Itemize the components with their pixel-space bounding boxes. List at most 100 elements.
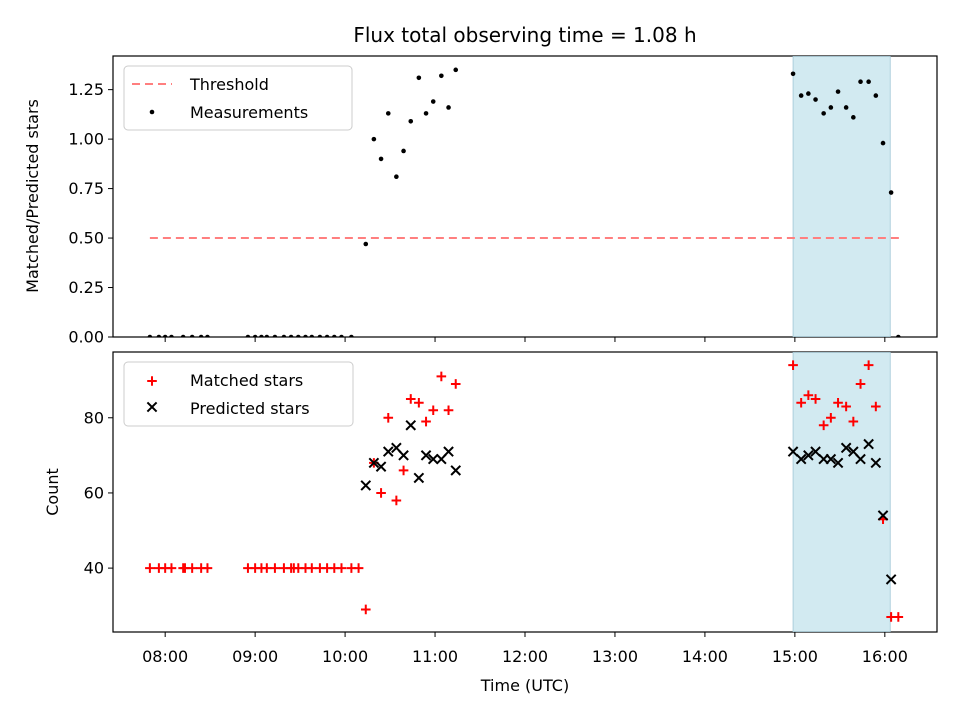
bottom-panel: 40 60 80 08:00 09:00 10:00 11:00 12:00 13:00 14:0… [43,351,938,666]
legend-predicted-swatch [146,401,158,413]
matched-star-point [818,420,829,431]
measurement-point [162,334,168,337]
predicted-star-point [360,480,372,491]
matched-star-point [863,360,874,370]
measurement-point [866,79,871,85]
predicted-star-point [382,446,394,457]
measurement-point [198,334,204,337]
matched-star-point [428,405,439,416]
predicted-star-point [368,457,380,469]
legend-measurements-swatch [149,109,155,115]
measurement-point [880,140,886,146]
matched-star-point [398,465,409,476]
top-panel: 0.00 0.25 0.50 0.75 1.00 1.25 Matched/Predict… [23,55,938,347]
measurement-point [873,93,879,98]
matched-star-point [833,397,843,408]
measurement-point [324,334,330,337]
predicted-star-point [825,453,837,465]
measurement-point [835,89,841,94]
matched-star-point [187,563,197,573]
measurement-point [317,334,323,337]
x-tick-label: 10:00 [322,647,368,666]
matched-star-point [848,416,859,427]
top-plot-area [147,56,901,337]
x-tick-label: 09:00 [232,647,278,666]
measurement-point [446,105,451,110]
measurement-point [296,334,301,337]
matched-star-point [810,394,821,404]
matched-star-point [262,563,272,573]
matched-star-point [391,495,402,506]
predicted-star-point [450,465,462,476]
top-legend-label-1: Measurements [190,103,308,122]
matched-star-point [353,563,364,573]
measurement-point [453,67,459,73]
matched-star-point [450,379,461,389]
x-tick-label: 15:00 [772,647,818,666]
top-y-tick-label: 0.00 [68,328,104,347]
top-y-tick-label: 1.25 [68,80,104,99]
predicted-star-point [443,446,454,457]
top-y-tick-label: 1.00 [68,130,104,149]
x-tick-label: 16:00 [862,647,908,666]
matched-star-point [841,401,851,412]
top-y-tick-label: 0.50 [68,229,104,248]
predicted-star-point [832,457,844,469]
top-legend-box [123,65,353,131]
matched-star-point [796,397,806,408]
measurement-point [169,334,174,337]
matched-star-point [270,563,280,573]
measurement-point [339,334,344,337]
predicted-star-point [795,453,807,465]
legend-matched-swatch [147,376,157,386]
measurement-point [264,334,270,337]
measurement-point [371,136,377,142]
top-legend-label-0: Threshold [189,75,269,94]
predicted-star-point [420,450,432,461]
top-legend: Threshold Measurements [123,65,353,131]
measurement-point [821,111,826,116]
matched-star-point [202,563,213,573]
bottom-y-tick-label: 60 [84,483,104,502]
predicted-star-point [398,450,409,461]
matched-star-point [145,563,155,573]
measurement-point [790,71,796,77]
bottom-y-axis-label: Count [43,468,62,516]
matched-star-point [436,371,447,382]
matched-star-point [383,412,394,423]
measurement-point [408,119,414,124]
x-tick-label: 13:00 [592,647,638,666]
measurement-point [272,334,278,337]
predicted-star-point [375,461,387,472]
predicted-star-point [877,510,889,521]
matched-star-point [166,563,177,573]
predicted-star-point [427,453,439,465]
x-tick-label: 14:00 [682,647,728,666]
predicted-star-point [787,446,799,457]
predicted-star-point [855,453,866,465]
bottom-y-tick-label: 40 [84,559,104,578]
measurement-point [394,174,399,180]
top-y-tick-label: 0.25 [68,278,104,297]
measurement-point [309,334,315,337]
bottom-legend-label-0: Matched stars [190,371,303,390]
matched-star-point [336,563,347,573]
predicted-star-point [810,446,821,457]
measurement-point [439,73,444,79]
measurement-point [416,75,422,81]
matched-star-point [360,604,371,615]
matched-star-point [826,412,836,423]
measurement-point [281,334,287,337]
measurement-point [349,334,354,337]
measurement-point [430,99,436,104]
measurement-point [259,334,264,337]
measurement-point [888,190,894,195]
predicted-star-point [840,442,852,454]
measurement-point [156,334,162,337]
matched-star-point [414,397,424,408]
predicted-star-point [870,457,882,469]
bottom-legend-label-1: Predicted stars [190,399,310,418]
matched-star-point [376,488,386,498]
measurement-point [180,334,186,337]
